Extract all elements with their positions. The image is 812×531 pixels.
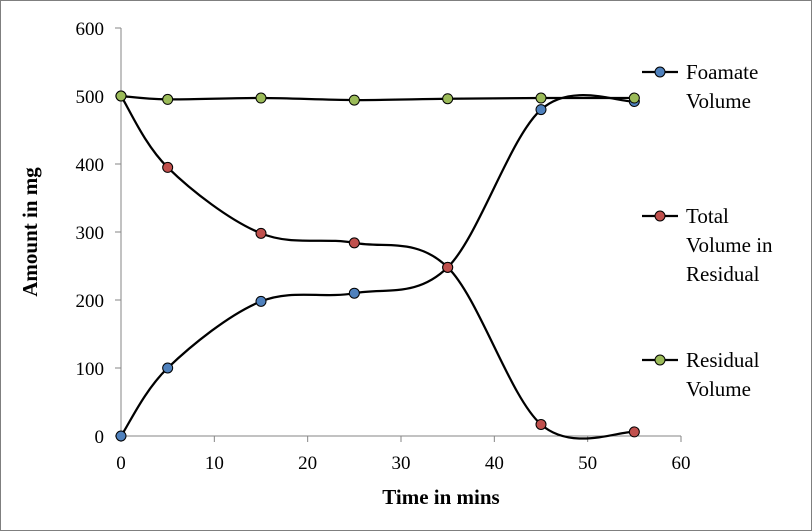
data-point-series-2	[348, 94, 360, 106]
y-tick-label: 200	[76, 291, 105, 312]
y-tick-label: 300	[76, 223, 105, 244]
data-point-series-0	[535, 104, 547, 116]
legend-label: Residual	[686, 348, 760, 372]
legend-label: Total	[686, 204, 729, 228]
data-point-series-1	[535, 418, 547, 430]
x-tick-label: 50	[578, 453, 597, 474]
legend-label: Volume	[686, 377, 751, 401]
legend-label: Residual	[686, 262, 760, 286]
legend-marker	[654, 66, 666, 78]
x-tick-label: 30	[392, 453, 411, 474]
data-point-series-1	[255, 227, 267, 239]
y-tick-label: 100	[76, 359, 105, 380]
legend-label: Volume	[686, 89, 751, 113]
y-axis-title: Amount in mg	[18, 167, 42, 297]
series-line-0	[120, 94, 635, 437]
data-point-series-2	[255, 92, 267, 104]
axes: 0 100 200 300 400 500 600 0 10 20 30 40 50 60	[76, 19, 691, 474]
data-point-series-0	[255, 295, 267, 307]
data-point-series-0	[348, 287, 360, 299]
legend: Foamate Volume Total Volume in Residual Resid…	[642, 60, 773, 401]
x-tick-label: 20	[298, 453, 317, 474]
legend-label: Foamate	[686, 60, 758, 84]
data-point-series-2	[535, 92, 547, 104]
data-point-series-0	[115, 430, 127, 442]
y-tick-label: 500	[76, 87, 105, 108]
data-point-series-2	[628, 92, 640, 104]
x-tick-label: 40	[485, 453, 504, 474]
legend-marker	[654, 354, 666, 366]
x-tick-label: 0	[116, 453, 126, 474]
series-lines	[120, 94, 635, 440]
data-point-series-1	[162, 161, 174, 173]
x-axis-title: Time in mins	[382, 485, 499, 509]
y-tick-label: 0	[95, 427, 105, 448]
data-point-series-2	[442, 93, 454, 105]
data-point-series-1	[628, 426, 640, 438]
data-point-series-1	[348, 237, 360, 249]
legend-marker	[654, 210, 666, 222]
data-point-series-0	[162, 362, 174, 374]
x-tick-label: 60	[672, 453, 691, 474]
y-tick-label: 600	[76, 19, 105, 40]
series-line-1	[120, 95, 635, 440]
legend-label: Volume in	[686, 233, 773, 257]
y-tick-label: 400	[76, 155, 105, 176]
series-points	[115, 90, 640, 442]
data-point-series-1	[442, 261, 454, 273]
data-point-series-2	[162, 93, 174, 105]
x-tick-label: 10	[205, 453, 224, 474]
data-point-series-2	[115, 90, 127, 102]
